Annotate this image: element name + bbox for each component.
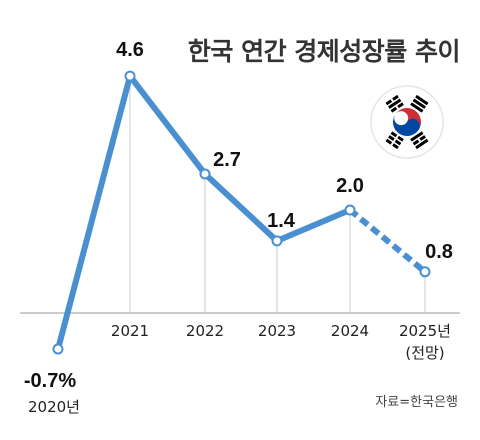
data-label: 4.6 <box>116 39 144 61</box>
data-label: -0.7% <box>24 370 76 392</box>
data-point <box>199 168 211 180</box>
series-line-segment-forecast <box>348 207 427 275</box>
series-line-segment <box>202 170 280 244</box>
data-point <box>344 204 356 216</box>
x-tick-label: 2025년 <box>399 322 451 340</box>
x-tick-label: 2022 <box>186 322 224 340</box>
data-point <box>419 266 431 278</box>
data-label: 2.7 <box>213 149 241 171</box>
korea-flag-icon <box>370 85 444 159</box>
series-line-segment <box>274 207 353 244</box>
x-tick-label: 2024 <box>331 322 369 340</box>
source-note: 자료=한국은행 <box>375 395 458 410</box>
chart-title: 한국 연간 경제성장률 추이 <box>187 37 461 66</box>
data-point <box>271 235 283 247</box>
data-label: 1.4 <box>267 210 296 232</box>
x-tick-label: 2023 <box>258 322 296 340</box>
data-label: 0.8 <box>425 241 453 263</box>
series-line-segment <box>127 73 208 177</box>
data-label: 2.0 <box>336 175 364 197</box>
data-point <box>52 343 64 355</box>
x-tick-label: (전망) <box>405 344 444 362</box>
series-line-segment <box>55 73 133 353</box>
x-tick-label: 2020년 <box>28 398 80 416</box>
x-tick-label: 2021 <box>111 322 149 340</box>
data-point <box>124 70 136 82</box>
